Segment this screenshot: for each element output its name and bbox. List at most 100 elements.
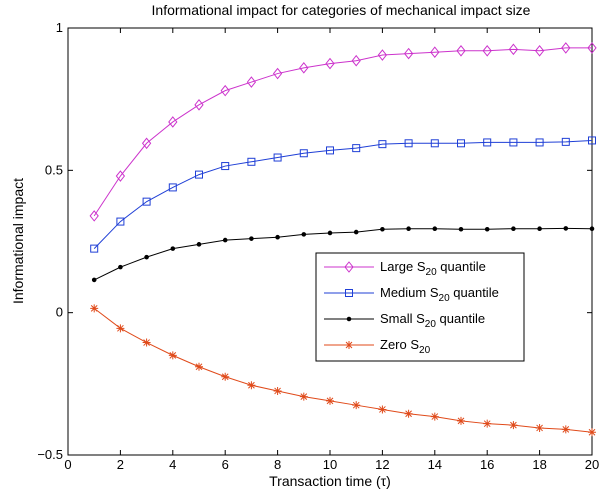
x-axis-title: Transaction time (τ)	[269, 473, 391, 489]
legend-marker	[346, 316, 352, 322]
data-point	[430, 46, 440, 58]
x-tick-label: 14	[428, 457, 442, 472]
data-point	[170, 246, 176, 251]
data-point	[90, 244, 99, 253]
x-tick-label: 12	[375, 457, 389, 472]
data-point	[352, 401, 361, 410]
data-point	[456, 44, 466, 57]
data-point	[195, 170, 203, 179]
legend-marker	[345, 341, 353, 349]
data-point	[509, 421, 518, 430]
plot-area	[67, 27, 593, 456]
legend-label-main: Zero S	[380, 337, 419, 352]
data-point	[537, 226, 542, 231]
data-point	[378, 405, 387, 414]
data-point	[168, 351, 177, 360]
series-layer	[89, 42, 597, 437]
data-point	[221, 372, 230, 381]
data-point	[115, 170, 126, 182]
data-point	[301, 232, 307, 237]
legend-entry: Large S20 quantile	[324, 259, 486, 278]
x-tick-label: 10	[323, 457, 337, 472]
data-point	[535, 138, 544, 147]
data-point	[561, 137, 570, 146]
x-tick-label: 0	[64, 457, 71, 472]
data-point	[535, 423, 544, 432]
x-tick-label: 8	[274, 457, 281, 472]
y-tick-label: 0	[56, 305, 63, 320]
series-2	[91, 226, 595, 283]
legend-label-tail: quantile	[436, 311, 485, 326]
legend-label-sub: 20	[419, 345, 431, 356]
data-point	[141, 137, 152, 150]
data-point	[222, 237, 228, 243]
legend-label-sub: 20	[426, 267, 438, 278]
data-point	[118, 264, 123, 270]
legend-label: Small S20 quantile	[380, 311, 485, 330]
data-point	[196, 242, 202, 247]
data-point	[247, 157, 256, 166]
data-point	[353, 229, 359, 235]
legend-label: Zero S20	[380, 337, 431, 356]
x-tick-label: 20	[585, 457, 599, 472]
data-point	[168, 116, 178, 128]
y-tick-label: 1	[56, 20, 63, 35]
data-point	[511, 226, 516, 231]
data-point	[273, 386, 282, 395]
data-point	[116, 324, 125, 333]
data-point	[299, 149, 308, 158]
x-tick-label: 18	[532, 457, 546, 472]
data-point	[91, 277, 97, 283]
legend-label-tail: quantile	[450, 285, 499, 300]
data-point	[142, 197, 151, 206]
y-axis: −0.5 0 0.5 1	[37, 20, 592, 462]
series-1	[90, 136, 596, 253]
y-tick-label: −0.5	[37, 447, 63, 462]
series-3	[90, 304, 596, 437]
data-point	[403, 47, 414, 60]
data-point	[404, 409, 413, 418]
legend-label-main: Medium S	[380, 285, 439, 300]
data-point	[589, 226, 595, 231]
data-point	[195, 362, 203, 371]
data-point	[90, 304, 99, 313]
data-point	[378, 140, 387, 149]
data-point	[458, 226, 464, 232]
data-point	[116, 217, 125, 226]
data-point	[246, 76, 257, 88]
data-point	[432, 226, 438, 231]
data-point	[406, 226, 411, 231]
data-point	[482, 44, 492, 57]
data-point	[484, 226, 490, 232]
legend-marker	[345, 289, 353, 297]
data-point	[404, 139, 413, 148]
data-point	[144, 254, 149, 260]
legend-entry: Small S20 quantile	[324, 311, 485, 330]
series-line	[93, 227, 593, 281]
y-tick-label: 0.5	[45, 162, 63, 177]
legend-label: Medium S20 quantile	[380, 285, 499, 304]
data-point	[483, 419, 492, 428]
data-point	[377, 49, 388, 61]
data-point	[299, 62, 309, 74]
x-tick-label: 4	[169, 457, 176, 472]
data-point	[563, 226, 569, 231]
data-point	[380, 226, 385, 232]
data-point	[457, 416, 465, 425]
data-point	[509, 138, 518, 147]
data-point	[508, 43, 519, 56]
data-point	[275, 234, 280, 240]
legend-entry: Medium S20 quantile	[324, 285, 499, 304]
legend-label: Large S20 quantile	[380, 259, 486, 278]
legend-label-main: Large S	[380, 259, 426, 274]
legend-label-tail: quantile	[437, 259, 486, 274]
data-point	[194, 99, 204, 111]
data-point	[142, 338, 151, 347]
data-point	[326, 146, 334, 155]
data-point	[89, 210, 99, 222]
data-point	[430, 139, 439, 148]
data-point	[221, 162, 230, 171]
legend-label-sub: 20	[439, 293, 451, 304]
data-point	[483, 138, 492, 147]
